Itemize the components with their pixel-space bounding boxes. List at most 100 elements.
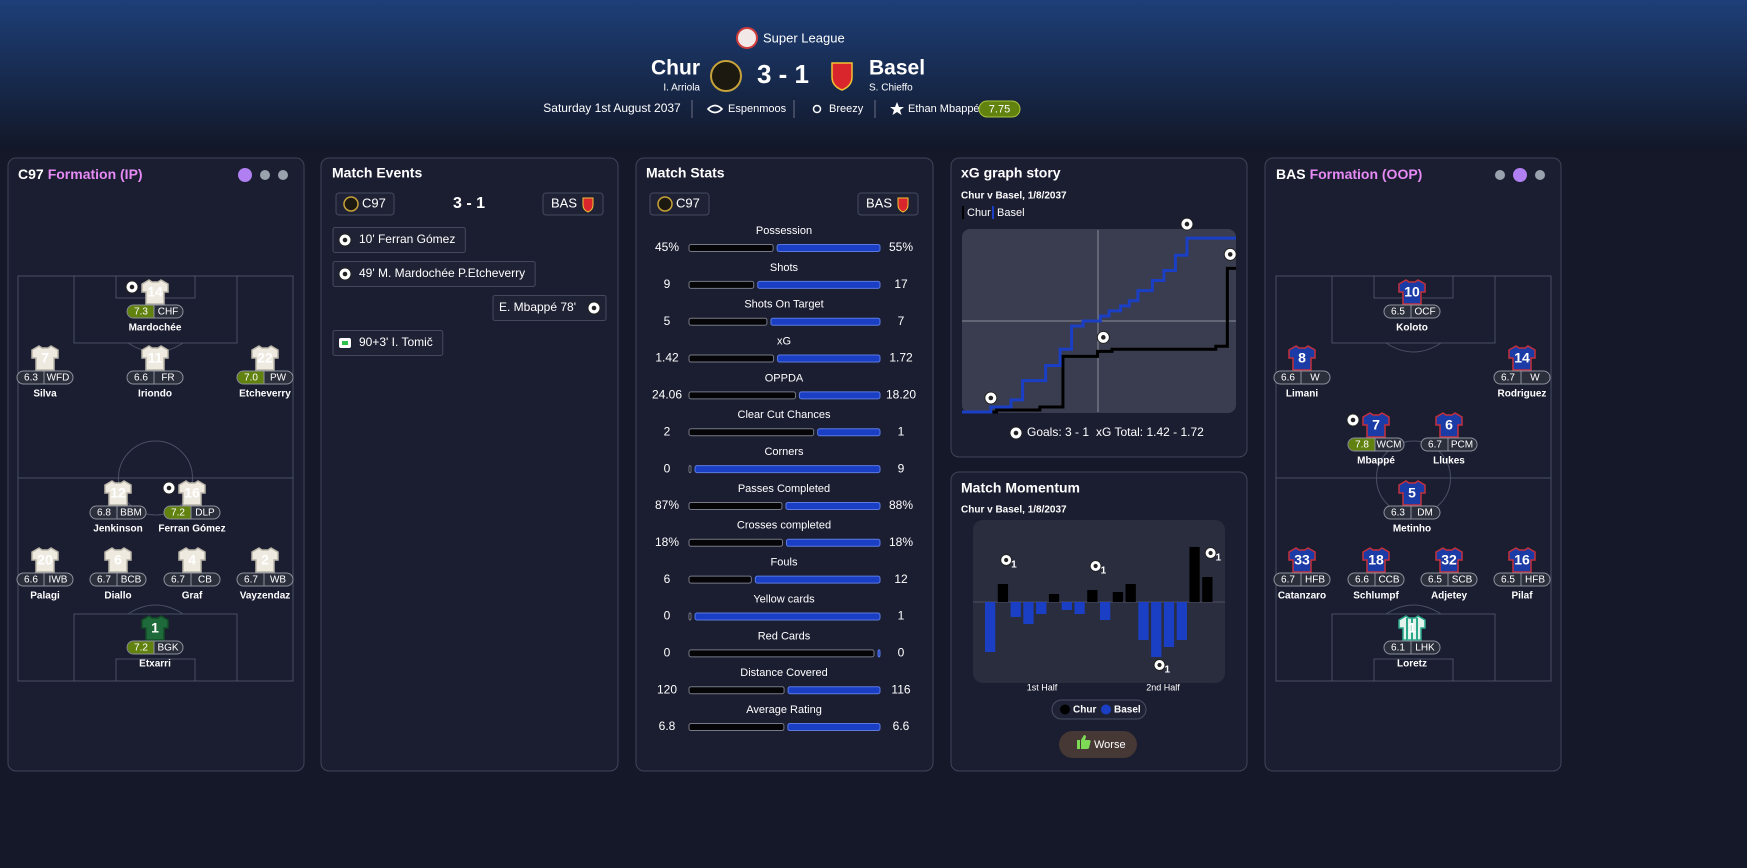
player-position: LHK xyxy=(1415,643,1435,654)
centre-circle xyxy=(118,440,193,516)
player-position: W xyxy=(1310,373,1320,384)
momentum-bar xyxy=(1087,590,1098,602)
momentum-bar xyxy=(1138,602,1149,640)
event-text: E. Mbappé 78' xyxy=(499,300,576,314)
team-badge xyxy=(582,197,594,213)
event-text: 49' M. Mardochée P.Etcheverry xyxy=(359,266,525,280)
player-name: Metinho xyxy=(1393,524,1431,535)
ball-patch xyxy=(1227,252,1233,257)
page-dot[interactable] xyxy=(238,168,252,182)
stat-bar-away xyxy=(785,501,881,510)
stat-away: 1.72 xyxy=(889,351,913,365)
team-code: BAS xyxy=(551,195,577,210)
momentum-bar xyxy=(1151,602,1162,657)
stat-away: 88% xyxy=(889,498,913,512)
stat-bar-home xyxy=(688,391,796,400)
stat-home: 24.06 xyxy=(652,388,682,402)
player-name: Palagi xyxy=(30,591,60,602)
xg-line xyxy=(962,236,1236,414)
shirt-number: 7 xyxy=(1372,417,1380,433)
shirt xyxy=(251,345,279,371)
stat-bar-home xyxy=(688,723,785,732)
home-team: Chur xyxy=(651,57,700,80)
away-team: Basel xyxy=(869,57,925,80)
shirt-number: 16 xyxy=(184,485,200,501)
page-dot[interactable] xyxy=(1535,170,1545,180)
stat-label: Yellow cards xyxy=(753,593,815,605)
page-dot[interactable] xyxy=(260,170,270,180)
momentum-bar xyxy=(1202,577,1213,602)
player-rating: 6.1 xyxy=(1391,643,1405,654)
team-code: C97 xyxy=(18,166,44,182)
shirt-number: 18 xyxy=(1368,552,1384,568)
rating-pill xyxy=(1273,370,1331,385)
ball-patch xyxy=(1350,417,1356,423)
stat-away: 12 xyxy=(894,572,908,586)
player-name: Mardochée xyxy=(129,323,182,334)
player-position: HFB xyxy=(1525,575,1545,586)
player-rating: 6.5 xyxy=(1501,575,1515,586)
ball-patch xyxy=(129,284,135,290)
away-manager: S. Chieffo xyxy=(869,83,913,94)
stat-home: 2 xyxy=(664,424,671,438)
stat-away: 18% xyxy=(889,535,913,549)
shirt xyxy=(251,547,279,573)
player-name: Catanzaro xyxy=(1278,591,1326,602)
page-dot[interactable] xyxy=(1495,170,1505,180)
player-rating: 7.3 xyxy=(134,307,148,318)
stat-bar-home xyxy=(688,686,785,695)
formation-title: Formation (IP) xyxy=(48,166,143,182)
stat-label: Shots xyxy=(770,262,799,274)
page-dot[interactable] xyxy=(1513,168,1527,182)
stat-label: Shots On Target xyxy=(744,299,823,311)
player-position: SCB xyxy=(1452,575,1473,586)
legend-dot xyxy=(1060,704,1070,715)
player-rating: 6.7 xyxy=(1428,440,1442,451)
worse-button[interactable] xyxy=(1059,731,1137,758)
player-rating: 6.7 xyxy=(244,575,258,586)
player-position: BGK xyxy=(157,643,178,654)
momentum-bar xyxy=(1100,602,1111,620)
player-position: DM xyxy=(1417,508,1433,519)
goal-count: 1 xyxy=(1216,553,1222,564)
stat-away: 7 xyxy=(898,314,905,328)
page-dot[interactable] xyxy=(278,170,288,180)
event-pill xyxy=(492,295,607,321)
shirt-number: 22 xyxy=(257,350,273,366)
stat-bar-away xyxy=(817,428,881,437)
momentum-bar xyxy=(1023,602,1034,624)
stat-home: 45% xyxy=(655,240,679,254)
stat-away: 17 xyxy=(894,277,908,291)
home-badge xyxy=(710,60,742,92)
stat-home: 120 xyxy=(657,682,677,696)
stat-bar-away xyxy=(777,354,881,363)
player-position: WFD xyxy=(47,373,70,384)
rating-highlight xyxy=(127,305,154,318)
stat-bar-away xyxy=(776,244,881,252)
half-label: 2nd Half xyxy=(1146,682,1180,692)
ball-patch xyxy=(1013,430,1019,436)
player-position: CHF xyxy=(158,307,179,318)
player-rating: 7.8 xyxy=(1355,440,1369,451)
player-rating: 6.6 xyxy=(1355,575,1369,586)
stat-label: Possession xyxy=(756,225,812,237)
stat-home: 9 xyxy=(664,277,671,291)
shirt xyxy=(1288,345,1316,371)
stat-home: 1.42 xyxy=(655,351,679,365)
player-rating: 6.7 xyxy=(1501,373,1515,384)
penalty-arc xyxy=(1385,604,1442,615)
player-position: CCB xyxy=(1378,575,1399,586)
goal-count: 1 xyxy=(1101,566,1107,577)
team-badge xyxy=(343,196,359,212)
stat-bar-home xyxy=(688,244,774,252)
panel-title: BAS Formation (OOP) xyxy=(1276,166,1422,182)
player-rating: 6.6 xyxy=(24,575,38,586)
player-name: Iriondo xyxy=(138,389,172,400)
momentum-bar xyxy=(1036,602,1047,614)
ball-icon xyxy=(1000,554,1013,566)
ball-icon xyxy=(1153,659,1166,671)
player-position: BBM xyxy=(120,508,142,519)
shirt xyxy=(1288,547,1316,573)
player-position: CB xyxy=(198,575,212,586)
